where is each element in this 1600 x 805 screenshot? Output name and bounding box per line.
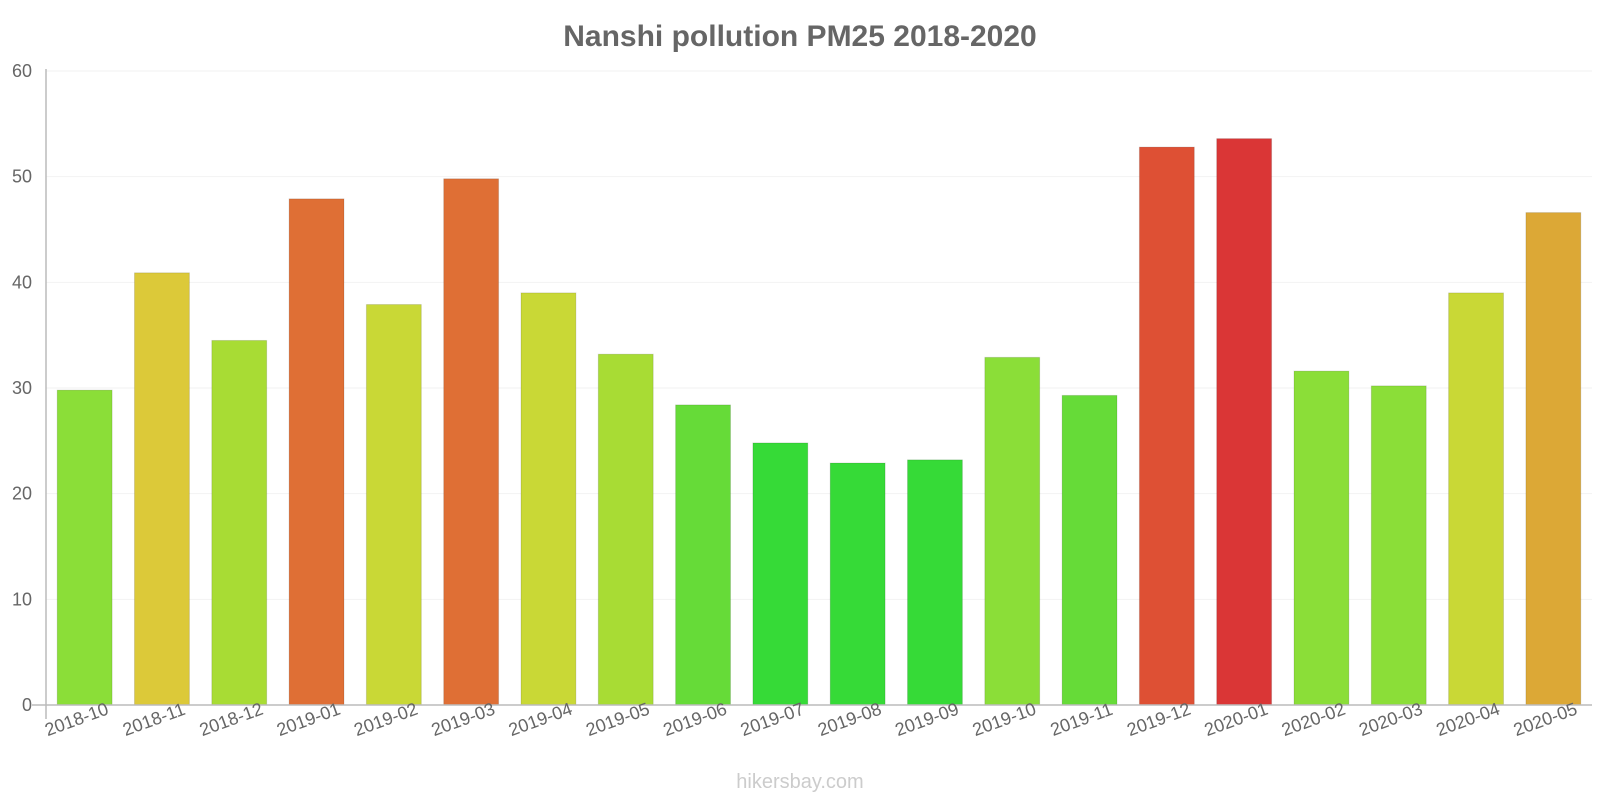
- watermark: hikersbay.com: [736, 771, 863, 793]
- y-tick-label: 40: [12, 272, 32, 292]
- bar-2019-04: [520, 292, 577, 706]
- bar-2019-07: [752, 442, 809, 706]
- bar-2020-03: [1370, 385, 1427, 706]
- bar-2020-01: [1216, 138, 1273, 706]
- bar-2019-01: [288, 198, 345, 706]
- bar-2019-02: [365, 304, 422, 706]
- bar-2020-05: [1525, 212, 1582, 706]
- bar-2019-11: [1061, 394, 1118, 706]
- bar-2019-12: [1138, 146, 1195, 706]
- bars: [56, 138, 1582, 706]
- bar-2020-02: [1293, 370, 1350, 706]
- bar-2018-12: [211, 339, 268, 706]
- chart-title: Nanshi pollution PM25 2018-2020: [563, 20, 1036, 53]
- bar-2019-09: [907, 459, 963, 706]
- y-tick-label: 20: [12, 484, 32, 504]
- bar-2018-10: [56, 389, 113, 706]
- y-tick-label: 50: [12, 167, 32, 187]
- bar-2019-05: [597, 353, 654, 706]
- gridlines: [46, 70, 1592, 600]
- y-tick-label: 60: [12, 61, 32, 81]
- bar-2019-08: [829, 462, 886, 706]
- y-tick-label: 30: [12, 378, 32, 398]
- axes: [32, 69, 1592, 719]
- bar-2019-10: [984, 356, 1041, 706]
- bar-2018-11: [134, 272, 190, 706]
- bar-2019-03: [443, 178, 500, 706]
- y-tick-label: 10: [12, 589, 32, 609]
- y-tick-labels: 0 10 20 30 40 50 60: [12, 61, 32, 715]
- y-tick-label: 0: [22, 695, 32, 715]
- bar-2020-04: [1448, 292, 1504, 706]
- bar-2019-06: [675, 404, 731, 706]
